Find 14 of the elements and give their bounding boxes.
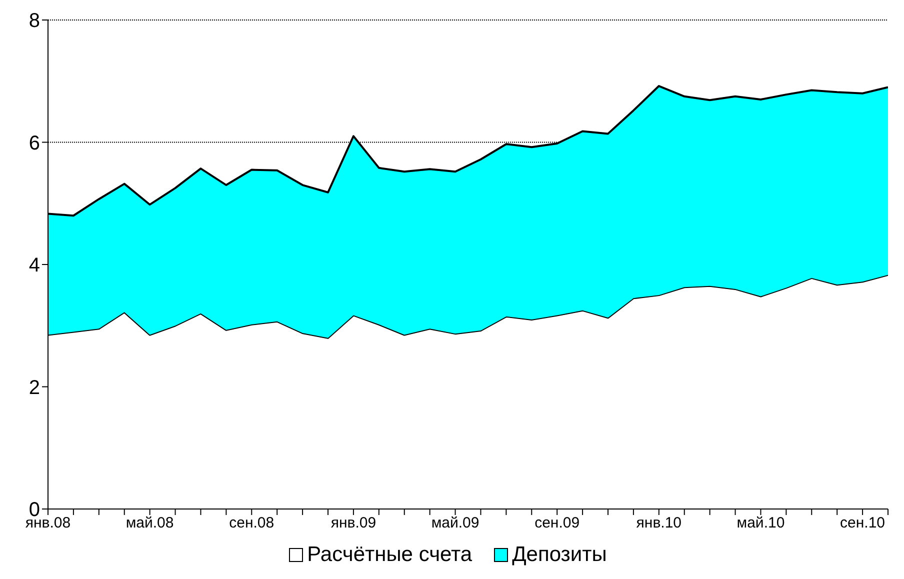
legend-label: Расчётные счета [307, 543, 472, 567]
y-tick-label: 8 [28, 10, 40, 32]
x-tick-label: янв.10 [636, 514, 682, 532]
x-tick-label: сен.09 [534, 514, 580, 532]
x-tick-label: сен.10 [840, 514, 886, 532]
y-tick-label: 4 [28, 254, 40, 277]
y-tick-label: 6 [28, 132, 40, 154]
x-tick-label: май.08 [126, 514, 174, 532]
legend-label: Депозиты [512, 543, 607, 567]
x-tick-label: янв.09 [330, 514, 376, 532]
y-tick-label: 2 [28, 376, 40, 399]
x-tick-label: май.10 [736, 514, 785, 532]
x-tick-label: сен.08 [229, 514, 274, 532]
x-tick-label: май.09 [431, 514, 480, 532]
